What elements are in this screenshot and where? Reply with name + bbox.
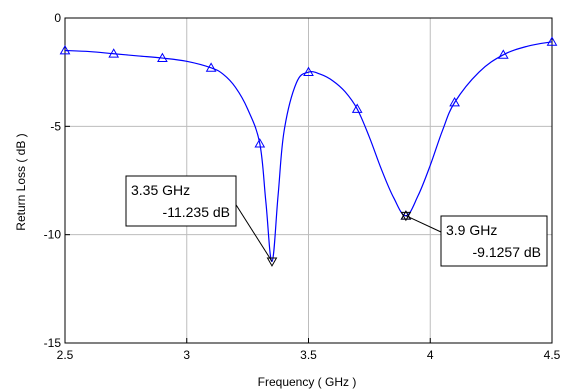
marker-inverted-triangle [266,257,278,267]
marker-star-down [400,211,412,222]
triangle-marker [497,49,509,59]
annotation-leader-line [232,199,273,262]
x-tick-label: 4.5 [544,348,561,362]
marker-star-up [400,210,412,220]
triangle-marker [546,36,558,46]
x-tick-label: 4 [427,348,434,362]
series-layer [64,41,553,263]
y-axis-label: Return Loss ( dB ) [14,133,28,230]
triangle-marker [303,66,314,77]
marker-layer [59,36,558,220]
y-tick-label: -5 [50,119,61,133]
x-tick-label: 3.5 [300,348,317,362]
triangle-marker [351,103,363,113]
triangle-marker [157,52,168,62]
annotation-leader-line [405,215,442,233]
x-axis-label: Frequency ( GHz ) [258,375,357,389]
triangle-marker [449,96,460,107]
y-tick-label: 0 [54,11,61,25]
annotation-value: -9.1257 dB [473,244,542,260]
return-loss-series-line [64,41,553,263]
annotation-value: -11.235 dB [163,204,230,220]
triangle-marker [108,48,120,58]
triangle-marker [59,44,71,55]
annotation-frequency: 3.9 GHz [446,222,497,238]
annotation-box [125,175,237,227]
triangle-marker [254,138,266,148]
x-tick-label: 2.5 [57,348,74,362]
annotation-frequency: 3.35 GHz [131,182,190,198]
x-tick-label: 3 [183,348,190,362]
annotation-box [440,215,548,267]
triangle-marker [205,62,217,72]
y-tick-label: -10 [44,228,62,242]
y-tick-label: -15 [44,336,62,350]
tick-labels: 2.5 3 3.5 4 4.5 -15 -10 -5 0 [44,11,561,362]
annotation-layer: 3.35 GHz -11.235 dB 3.9 GHz -9.1257 dB [125,175,548,267]
